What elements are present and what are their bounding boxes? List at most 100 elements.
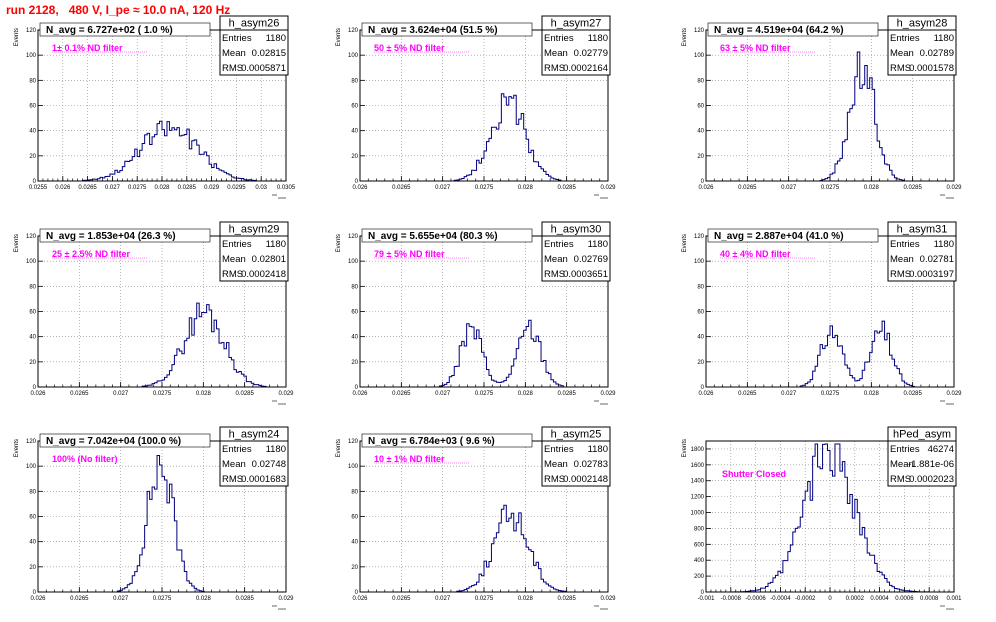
- navg-label: N_avg = 2.887e+04 (41.0 %): [714, 231, 844, 242]
- stats-label: Entries: [544, 33, 574, 44]
- navg-box: [361, 22, 533, 37]
- x-tick-label: 0.0275: [475, 596, 494, 602]
- y-tick-label: 40: [697, 129, 704, 135]
- x-tick-label: 0.029: [600, 596, 616, 602]
- filter-label: 79 ± 5% ND filter: [374, 249, 445, 259]
- y-tick-label: 0: [355, 590, 359, 596]
- stats-label: RMS: [222, 63, 243, 74]
- x-tick-label: 0.0285: [903, 391, 922, 397]
- stats-label: Mean: [222, 48, 246, 59]
- x-tick-label: 0.0285: [178, 185, 197, 191]
- y-tick-label: 600: [694, 542, 705, 548]
- x-tick-label: 0.028: [518, 185, 534, 191]
- x-tick-label: 0.026: [352, 391, 368, 397]
- x-tick-label: 0.026: [55, 185, 71, 191]
- x-tick-label: 0: [828, 596, 832, 602]
- y-tick-label: 200: [694, 574, 705, 580]
- y-tick-label: 120: [694, 28, 705, 34]
- x-tick-label: 0.0002: [846, 596, 865, 602]
- y-tick-label: 400: [694, 558, 705, 564]
- histogram-name: h_asym28: [897, 18, 948, 30]
- stats-value: 1180: [266, 33, 286, 44]
- y-tick-label: 20: [351, 360, 358, 366]
- x-tick-label: 0.0006: [895, 596, 914, 602]
- histogram-line: [360, 93, 608, 182]
- x-tick-label: 0.028: [518, 391, 534, 397]
- stats-box: [219, 440, 289, 487]
- stats-box: [887, 235, 957, 282]
- stats-box: [219, 29, 289, 76]
- stats-label: Entries: [222, 239, 252, 250]
- x-tick-label: 0.026: [30, 596, 46, 602]
- stats-label: Mean: [890, 48, 914, 59]
- stats-value: 0.02801: [252, 254, 286, 265]
- x-tick-label: 0.0265: [738, 391, 757, 397]
- y-tick-label: 20: [351, 565, 358, 571]
- y-tick-label: 120: [26, 28, 37, 34]
- stats-label: RMS: [890, 474, 911, 485]
- x-tick-label: 0.0275: [821, 391, 840, 397]
- navg-label: N_avg = 7.042e+04 (100.0 %): [46, 436, 181, 447]
- y-tick-label: 60: [29, 310, 36, 316]
- x-tick-label: 0.028: [864, 185, 880, 191]
- x-tick-label: 0.0265: [70, 596, 89, 602]
- histogram-name: h_asym24: [229, 429, 280, 441]
- y-tick-label: 100: [26, 53, 37, 59]
- stats-label: RMS: [222, 474, 243, 485]
- stats-label: RMS: [544, 63, 565, 74]
- histogram-name: h_asym26: [229, 18, 280, 30]
- y-tick-label: 80: [351, 78, 358, 84]
- navg-box: [361, 433, 533, 448]
- y-tick-label: 0: [33, 179, 37, 185]
- stats-value: 1180: [588, 444, 608, 455]
- filter-label: 63 ± 5% ND filter: [720, 43, 791, 53]
- y-tick-label: 20: [351, 154, 358, 160]
- stats-label: RMS: [544, 474, 565, 485]
- x-tick-label: 0.0285: [903, 185, 922, 191]
- stats-value: 0.02789: [920, 48, 954, 59]
- stats-value: 0.0001578: [909, 63, 954, 74]
- y-tick-label: 0: [701, 179, 705, 185]
- filter-label: 100% (No filter): [52, 454, 118, 464]
- histogram-name: h_asym29: [229, 224, 280, 236]
- stats-value: 1180: [588, 33, 608, 44]
- y-tick-label: 120: [348, 439, 359, 445]
- y-tick-label: 40: [351, 540, 358, 546]
- histogram-panel: -0.001 -0.0008 -0.0006 -0.0004 -0.0002 0 0.000…: [682, 426, 962, 610]
- histogram-name: h_asym25: [551, 429, 602, 441]
- stats-value: 0.0002148: [563, 474, 608, 485]
- stats-label: RMS: [890, 63, 911, 74]
- y-tick-label: 100: [348, 53, 359, 59]
- y-axis-label: Events: [14, 439, 20, 457]
- stats-box: [541, 235, 611, 282]
- x-tick-label: 0.026: [698, 185, 714, 191]
- y-tick-label: 120: [26, 234, 37, 240]
- stats-value: 0.0003651: [563, 269, 608, 280]
- y-tick-label: 40: [351, 335, 358, 341]
- stats-value: 0.0002023: [909, 474, 954, 485]
- stats-label: Mean: [222, 254, 246, 265]
- histogram-panel: 0.026 0.0265 0.027 0.0275 0.028 0.0285 0.029 20…: [336, 15, 616, 199]
- navg-box: [39, 433, 211, 448]
- histogram-panel: 0.026 0.0265 0.027 0.0275 0.028 0.0285 0.029 20…: [336, 221, 616, 405]
- x-tick-label: 0.029: [278, 596, 294, 602]
- stats-value: 0.0003197: [909, 269, 954, 280]
- stats-label: Mean: [222, 459, 246, 470]
- x-tick-label: 0.027: [113, 596, 129, 602]
- stats-label: Mean: [544, 48, 568, 59]
- filter-label: 40 ± 4% ND filter: [720, 249, 791, 259]
- x-tick-label: 0.027: [113, 391, 129, 397]
- y-tick-label: 1800: [691, 447, 705, 453]
- stats-label: Entries: [544, 444, 574, 455]
- filter-label: Shutter Closed: [722, 469, 786, 479]
- stats-box: [887, 440, 957, 487]
- x-tick-label: 0.029: [946, 391, 962, 397]
- filter-label: 25 ± 2.5% ND filter: [52, 249, 130, 259]
- stats-value: 0.02783: [574, 459, 608, 470]
- y-tick-label: 60: [351, 515, 358, 521]
- x-tick-label: 0.029: [946, 185, 962, 191]
- y-tick-label: 1200: [691, 495, 705, 501]
- y-axis-label: Events: [14, 234, 20, 252]
- stats-label: Entries: [890, 33, 920, 44]
- stats-value: 0.0002164: [563, 63, 608, 74]
